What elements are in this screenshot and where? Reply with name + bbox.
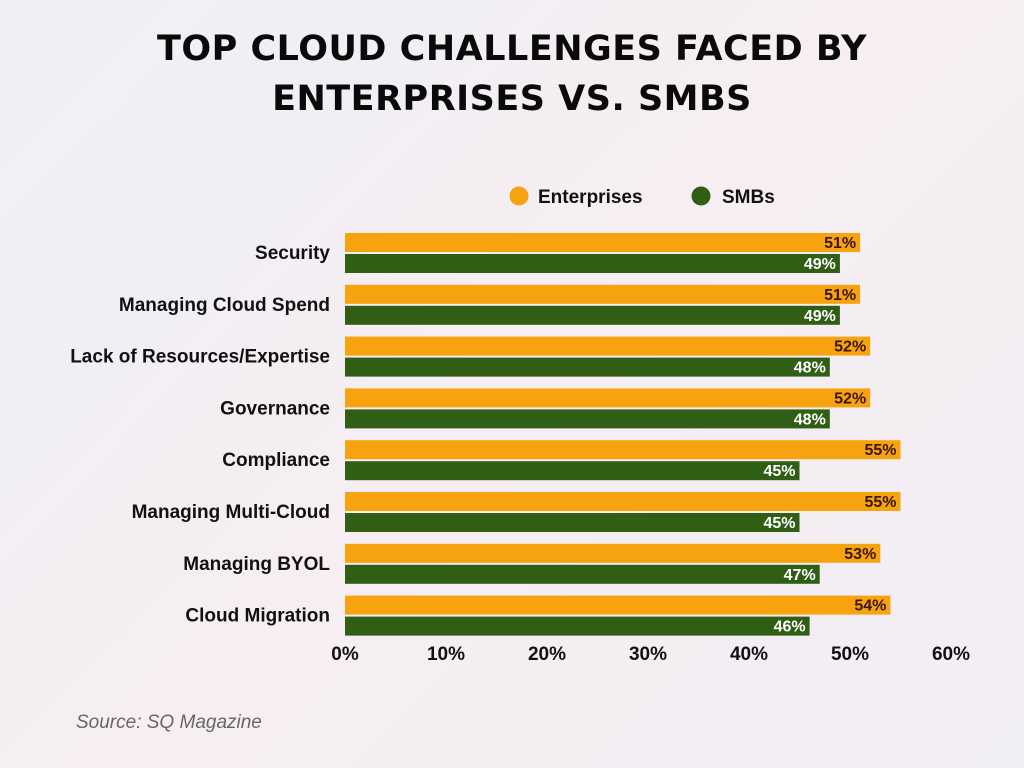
x-tick-label: 50% — [831, 644, 869, 665]
bar-smbs — [345, 513, 800, 532]
category-label: Security — [255, 243, 330, 264]
data-label: 49% — [804, 308, 836, 325]
bar-enterprises — [345, 595, 891, 615]
category-label: Managing Cloud Spend — [119, 295, 330, 316]
category-label: Governance — [220, 398, 330, 419]
bar-smbs — [345, 564, 820, 584]
x-tick-label: 30% — [629, 644, 667, 665]
chart-title: TOP CLOUD CHALLENGES FACED BY ENTERPRISES… — [157, 29, 867, 119]
data-label: 52% — [834, 390, 866, 407]
bar-enterprises — [345, 440, 901, 460]
data-label: 52% — [834, 339, 866, 356]
bar-enterprises — [345, 233, 861, 252]
data-label: 49% — [804, 256, 836, 273]
bar-enterprises — [345, 284, 861, 304]
data-label: 48% — [794, 360, 826, 377]
bar-enterprises — [345, 492, 901, 511]
bar-smbs — [345, 305, 840, 325]
source-note: Source: SQ Magazine — [76, 712, 262, 733]
x-tick-label: 10% — [427, 644, 465, 665]
legend-label: SMBs — [722, 187, 775, 208]
bar-enterprises — [345, 543, 881, 563]
bar-smbs — [345, 357, 830, 377]
bar-smbs — [345, 616, 810, 636]
data-label: 51% — [824, 235, 856, 252]
data-label: 55% — [864, 442, 896, 459]
data-label: 46% — [774, 619, 806, 636]
bar-enterprises — [345, 388, 871, 408]
x-tick-label: 40% — [730, 644, 768, 665]
category-label: Managing BYOL — [183, 554, 330, 575]
x-tick-label: 0% — [331, 644, 359, 665]
category-label: Cloud Migration — [185, 606, 330, 627]
legend-marker — [509, 186, 529, 206]
bar-enterprises — [345, 336, 871, 356]
x-tick-label: 20% — [528, 644, 566, 665]
data-label: 45% — [763, 463, 795, 480]
legend-label: Enterprises — [538, 187, 643, 208]
category-label: Compliance — [222, 450, 330, 471]
bar-smbs — [345, 254, 840, 273]
data-label: 53% — [844, 546, 876, 563]
data-label: 45% — [763, 515, 795, 532]
legend-marker — [691, 186, 711, 206]
data-label: 51% — [824, 287, 856, 304]
category-label: Lack of Resources/Expertise — [70, 347, 330, 368]
data-label: 48% — [794, 411, 826, 428]
category-label: Managing Multi-Cloud — [132, 502, 330, 523]
data-label: 55% — [864, 494, 896, 511]
data-label: 47% — [784, 567, 816, 584]
x-tick-label: 60% — [932, 644, 970, 665]
data-label: 54% — [854, 598, 886, 615]
bar-smbs — [345, 409, 830, 429]
bar-smbs — [345, 461, 800, 481]
